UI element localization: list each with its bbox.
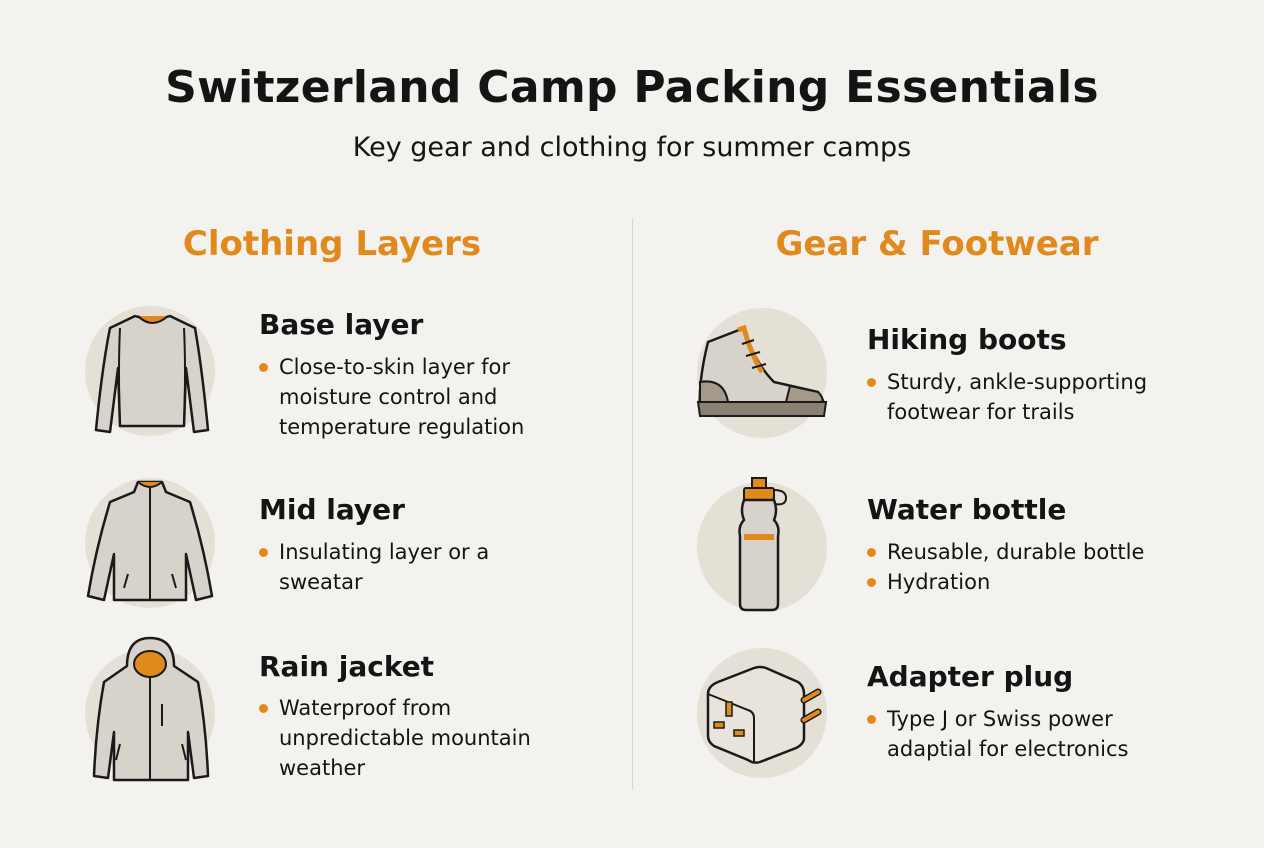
- item-title: Rain jacket: [259, 650, 435, 683]
- item-title: Base layer: [259, 308, 424, 341]
- adapter-plug-icon: [706, 665, 822, 764]
- fleece-jacket-icon: [86, 480, 214, 602]
- hiking-boot-icon: [696, 324, 828, 417]
- bullet-dot: [867, 715, 876, 724]
- bullet-item: Waterproof from unpredictable mountain w…: [259, 693, 629, 783]
- rain-jacket-icon: [92, 636, 210, 782]
- bullet-dot: [867, 378, 876, 387]
- bullet-item: Insulating layer or a sweatar: [259, 537, 629, 597]
- item-title: Adapter plug: [867, 660, 1074, 693]
- icon-circle: [697, 648, 827, 778]
- bullet-item: Reusable, durable bottle: [867, 537, 1237, 567]
- bullet-dot: [259, 548, 268, 557]
- bullet-item: Sturdy, ankle-supporting footwear for tr…: [867, 367, 1237, 427]
- section-heading-clothing: Clothing Layers: [182, 224, 482, 264]
- item-title: Water bottle: [867, 493, 1067, 526]
- section-heading-gear: Gear & Footwear: [775, 224, 1099, 264]
- bullet-item: Close-to-skin layer for moisture control…: [259, 352, 629, 442]
- item-title: Mid layer: [259, 493, 405, 526]
- item-title: Hiking boots: [867, 323, 1067, 356]
- bullet-item: Hydration: [867, 567, 1237, 597]
- bullet-dot: [867, 548, 876, 557]
- column-divider: [632, 218, 633, 790]
- bullet-dot: [259, 704, 268, 713]
- bullet-dot: [259, 363, 268, 372]
- icon-circle: [85, 478, 215, 608]
- bullet-item: Type J or Swiss power adaptial for elect…: [867, 704, 1237, 764]
- water-bottle-icon: [738, 477, 788, 612]
- icon-circle: [85, 648, 215, 778]
- icon-circle: [697, 482, 827, 612]
- bullet-dot: [867, 578, 876, 587]
- icon-circle: [85, 306, 215, 436]
- page-subtitle: Key gear and clothing for summer camps: [352, 132, 912, 163]
- icon-circle: [697, 308, 827, 438]
- page-title: Switzerland Camp Packing Essentials: [165, 62, 1099, 113]
- base-layer-shirt-icon: [94, 314, 210, 434]
